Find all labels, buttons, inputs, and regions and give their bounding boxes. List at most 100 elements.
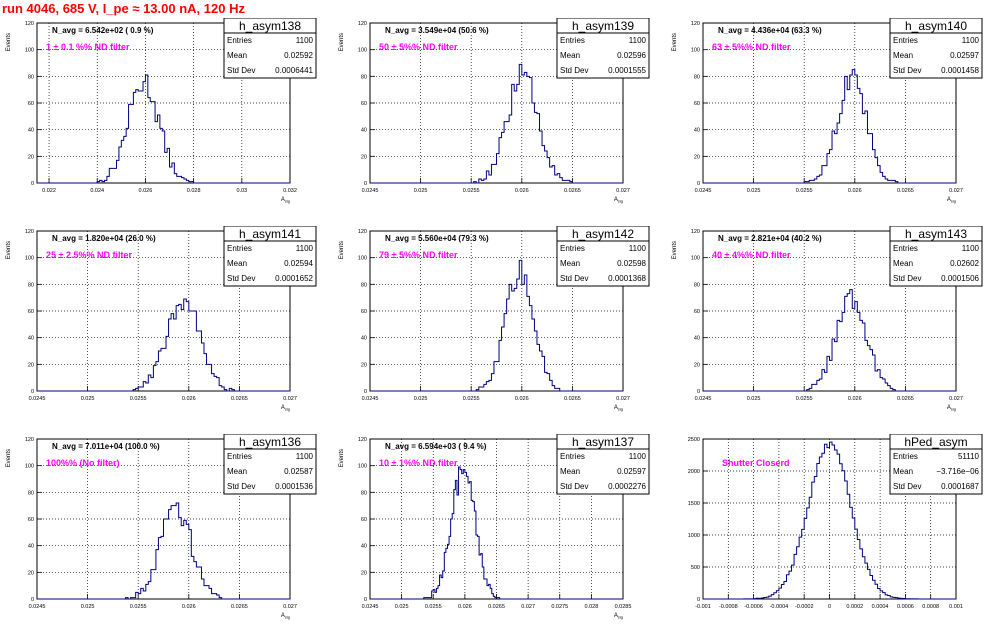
y-tick-label: 1000	[688, 533, 700, 539]
x-tick-label: 0.0245	[362, 188, 379, 194]
x-tick-label: 0.027	[616, 188, 630, 194]
stat-value: 0.02596	[617, 51, 646, 60]
stat-label: Std Dev	[227, 66, 255, 75]
y-tick-label: 40	[361, 336, 367, 342]
y-tick-label: 20	[28, 362, 34, 368]
page-title: run 4046, 685 V, I_pe ≈ 13.00 nA, 120 Hz	[2, 1, 245, 16]
histogram-curve	[703, 289, 956, 392]
x-tick-label: 0.03	[236, 188, 247, 194]
stat-value: 0.0001536	[275, 482, 313, 491]
x-tick-label: 0.026	[458, 604, 472, 610]
filter-annotation: 63 ± 5%% ND filter	[712, 42, 791, 52]
y-tick-label: 60	[694, 309, 700, 315]
stats-box: h_asym140 Entries 1100 Mean 0.02597 Std Dev 0.…	[889, 18, 983, 79]
x-tick-label: 0.0265	[488, 604, 505, 610]
stat-value: −3.716e−06	[936, 467, 979, 476]
filter-annotation: 40 ± 4%% ND filter	[712, 250, 791, 260]
n-avg-label: N_avg = 1.820e+04 (26.0 %)	[52, 234, 156, 243]
y-tick-label: 120	[691, 229, 700, 235]
stat-label: Std Dev	[560, 482, 588, 491]
y-tick-label: 100	[691, 256, 700, 262]
stat-label: Entries	[560, 244, 585, 253]
y-tick-label: 100	[358, 464, 367, 470]
x-tick-label: 0.026	[182, 396, 196, 402]
stat-label: Std Dev	[893, 274, 921, 283]
y-tick-label: 0	[31, 181, 34, 187]
x-tick-label: 0.0255	[463, 396, 480, 402]
histogram-curve	[37, 74, 290, 184]
x-tick-label: 0.0245	[29, 604, 46, 610]
stats-box: h_asym142 Entries 1100 Mean 0.02598 Std Dev 0.…	[556, 226, 650, 287]
n-avg-label: N_avg = 3.549e+04 (50.6 %)	[385, 26, 489, 35]
stat-label: Mean	[227, 259, 247, 268]
y-tick-label: 20	[694, 154, 700, 160]
x-tick-label: 0.025	[747, 396, 761, 402]
stat-label: Std Dev	[560, 66, 588, 75]
histogram-name: hPed_asym	[904, 435, 967, 449]
stat-value: 0.02597	[617, 467, 646, 476]
x-tick-label: 0.0245	[695, 188, 712, 194]
y-tick-label: 100	[25, 464, 34, 470]
x-tick-label: 0.0255	[796, 188, 813, 194]
n-avg-label: N_avg = 6.542e+02 ( 0.9 %)	[52, 26, 154, 35]
x-tick-label: 0.026	[515, 188, 529, 194]
y-tick-label: 20	[694, 362, 700, 368]
stat-value: 0.02598	[617, 259, 646, 268]
filter-annotation: 50 ± 5%% ND filter	[379, 42, 458, 52]
x-tick-label: 0.032	[283, 188, 297, 194]
y-tick-label: 80	[694, 282, 700, 288]
y-tick-label: 60	[361, 517, 367, 523]
stat-value: 1100	[629, 36, 647, 45]
histogram-name: h_asym143	[905, 227, 967, 241]
x-tick-label: 0.0265	[897, 396, 914, 402]
y-axis-label: Events	[6, 33, 12, 51]
x-axis-label: Asig	[614, 405, 623, 412]
y-tick-label: 40	[361, 544, 367, 550]
y-tick-label: 80	[28, 490, 34, 496]
histogram-curve	[703, 69, 956, 184]
x-tick-label: 0.0002	[846, 604, 863, 610]
y-tick-label: 40	[694, 128, 700, 134]
y-tick-label: 20	[28, 570, 34, 576]
stats-box: h_asym136 Entries 1100 Mean 0.02587 Std Dev 0.…	[223, 434, 317, 495]
stat-label: Mean	[893, 259, 913, 268]
stat-value: 1100	[296, 452, 314, 461]
stat-label: Std Dev	[227, 482, 255, 491]
stat-value: 0.0002276	[608, 482, 646, 491]
x-tick-label: 0.026	[848, 396, 862, 402]
y-tick-label: 80	[28, 282, 34, 288]
y-tick-label: 20	[361, 570, 367, 576]
filter-annotation: 79 ± 5%% ND filter	[379, 250, 458, 260]
stat-label: Std Dev	[560, 274, 588, 283]
x-tick-label: 0.028	[584, 604, 598, 610]
histogram-curve	[370, 259, 623, 392]
y-axis-label: Events	[339, 33, 345, 51]
x-tick-label: 0.0245	[362, 396, 379, 402]
histogram-name: h_asym139	[572, 19, 634, 33]
histogram-canvas: 0.022 0.024 0.026 0.028 0.03 0.032 0 20 40 60 80 10…	[6, 18, 983, 620]
stat-label: Mean	[227, 467, 247, 476]
stat-value: 1100	[962, 36, 980, 45]
stat-label: Entries	[893, 452, 918, 461]
histogram-curve	[370, 63, 623, 184]
y-tick-label: 80	[694, 74, 700, 80]
stat-value: 0.0006441	[275, 66, 313, 75]
y-tick-label: 120	[25, 21, 34, 27]
histogram-curve	[37, 298, 290, 392]
stats-box: h_asym139 Entries 1100 Mean 0.02596 Std Dev 0.…	[556, 18, 650, 79]
stat-value: 0.0001458	[941, 66, 979, 75]
histogram-name: h_asym136	[239, 435, 301, 449]
y-tick-label: 40	[28, 544, 34, 550]
y-tick-label: 100	[358, 256, 367, 262]
n-avg-label: N_avg = 7.011e+04 (100.0 %)	[52, 442, 160, 451]
x-tick-label: -0.0008	[719, 604, 738, 610]
stat-label: Mean	[893, 51, 913, 60]
x-axis-label: Asig	[281, 197, 290, 204]
filter-annotation: 10 ± 1%% ND filter	[379, 458, 458, 468]
filter-annotation: 100%% (No filter)	[46, 458, 120, 468]
x-tick-label: 0.0255	[463, 188, 480, 194]
stat-label: Std Dev	[893, 482, 921, 491]
x-tick-label: 0.0245	[695, 396, 712, 402]
histogram-name: h_asym138	[239, 19, 301, 33]
y-tick-label: 60	[361, 101, 367, 107]
